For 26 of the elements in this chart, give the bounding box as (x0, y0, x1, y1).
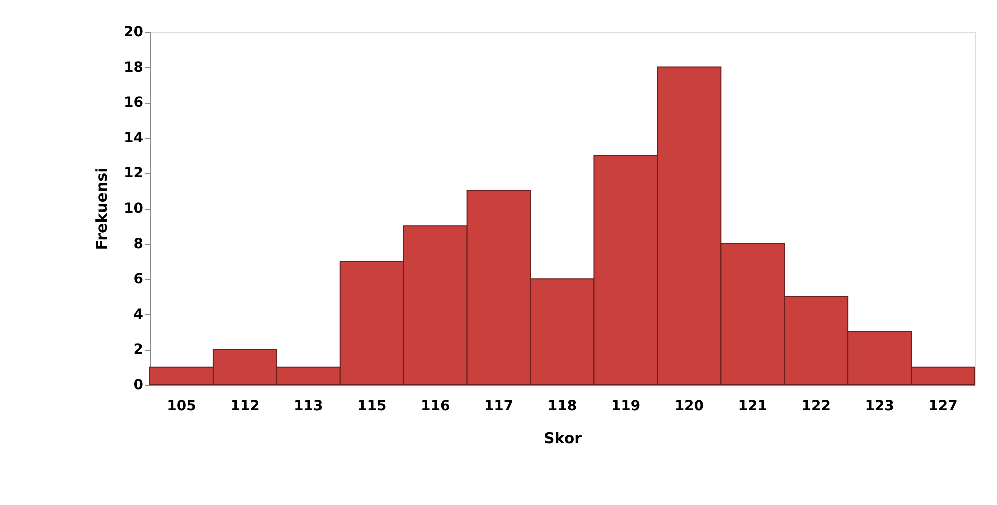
y-tick-label: 20 (124, 24, 144, 40)
x-tick-label: 123 (865, 398, 894, 414)
x-tick-label: 122 (802, 398, 831, 414)
x-tick-label: 121 (738, 398, 768, 414)
x-tick-label: 127 (928, 398, 958, 414)
y-tick-label: 14 (124, 130, 144, 146)
y-tick-label: 10 (124, 201, 144, 217)
y-tick-label: 18 (124, 60, 144, 76)
x-tick-label: 116 (420, 398, 450, 414)
y-tick-label: 0 (134, 378, 144, 394)
x-tick-label: 118 (548, 398, 578, 414)
y-tick-label: 8 (134, 236, 144, 252)
x-tick-label: 115 (358, 398, 387, 414)
x-tick-label: 105 (167, 398, 196, 414)
y-tick-label: 4 (134, 306, 144, 323)
y-tick-label: 16 (124, 95, 144, 112)
y-axis-title: Frekuensi (93, 168, 112, 250)
y-tick-label: 6 (134, 272, 144, 288)
x-tick-label: 113 (294, 398, 324, 414)
x-tick-label: 119 (611, 398, 641, 414)
y-tick-label: 12 (124, 166, 144, 182)
x-axis-title: Skor (544, 430, 583, 448)
x-tick-label: 117 (484, 398, 514, 414)
x-tick-label: 120 (674, 398, 704, 414)
x-tick-label: 112 (230, 398, 260, 414)
y-tick-label: 2 (134, 342, 144, 358)
